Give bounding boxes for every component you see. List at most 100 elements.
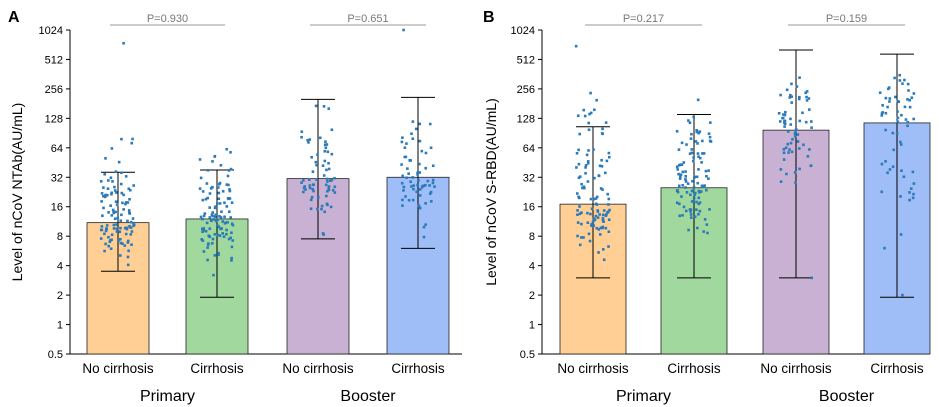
data-point <box>606 192 610 196</box>
data-point <box>685 143 688 146</box>
data-point <box>215 202 219 205</box>
data-point <box>809 120 813 123</box>
data-point <box>808 148 811 151</box>
data-point <box>221 189 225 193</box>
data-point <box>119 226 122 230</box>
data-point <box>103 232 106 236</box>
data-point <box>333 185 337 189</box>
data-point <box>230 259 233 262</box>
data-point <box>304 188 307 191</box>
data-point <box>129 220 133 224</box>
panel-letter: A <box>8 9 20 26</box>
data-point <box>684 209 688 213</box>
data-point <box>788 96 792 99</box>
data-point <box>578 243 582 247</box>
data-point <box>678 214 682 218</box>
data-point <box>686 182 690 185</box>
data-point <box>311 170 315 173</box>
y-tick-label: 32 <box>51 172 63 184</box>
data-point <box>591 220 595 224</box>
data-point <box>226 174 230 178</box>
data-point <box>329 205 333 209</box>
data-point <box>574 44 578 48</box>
data-point <box>122 193 125 197</box>
data-point <box>607 218 611 222</box>
data-point <box>908 105 912 109</box>
data-point <box>779 180 783 183</box>
data-point <box>310 195 314 199</box>
data-point <box>330 152 334 156</box>
data-point <box>112 210 115 214</box>
data-point <box>684 170 687 173</box>
data-point <box>325 194 328 198</box>
data-point <box>214 213 218 217</box>
data-point <box>582 185 586 189</box>
data-point <box>807 108 811 111</box>
data-point <box>783 125 786 128</box>
data-point <box>327 107 331 110</box>
data-point <box>407 172 410 175</box>
data-point <box>782 151 786 155</box>
data-point <box>401 198 404 202</box>
data-point <box>302 190 305 194</box>
data-point <box>114 210 117 214</box>
data-point <box>588 239 592 243</box>
data-point <box>607 245 610 248</box>
data-point <box>206 246 209 249</box>
data-point <box>601 188 604 191</box>
data-point <box>105 227 108 230</box>
data-point <box>688 152 692 155</box>
data-point <box>604 171 607 175</box>
data-point <box>431 178 435 182</box>
y-tick-label: 4 <box>57 261 63 273</box>
data-point <box>784 110 787 114</box>
data-point <box>205 221 209 225</box>
data-point <box>400 181 404 185</box>
data-point <box>111 180 114 183</box>
data-point <box>317 196 320 199</box>
data-point <box>113 189 117 192</box>
data-point <box>575 151 579 155</box>
data-point <box>693 193 696 196</box>
data-point <box>322 174 326 177</box>
data-point <box>223 215 226 219</box>
data-point <box>709 121 712 124</box>
data-point <box>330 128 334 132</box>
data-point <box>118 254 122 257</box>
data-point <box>900 113 903 117</box>
data-point <box>115 227 119 230</box>
data-point <box>103 249 106 253</box>
data-point <box>678 202 681 206</box>
data-point <box>407 198 411 202</box>
data-point <box>316 207 319 211</box>
y-axis-title: Level of nCoV NTAb(AU/mL) <box>9 103 25 282</box>
data-point <box>208 235 212 239</box>
data-point <box>887 87 890 91</box>
data-point <box>412 184 415 187</box>
data-point <box>130 243 133 246</box>
data-point <box>690 151 694 155</box>
data-point <box>201 217 204 221</box>
data-point <box>805 90 809 93</box>
data-point <box>431 181 435 185</box>
data-point <box>218 234 222 237</box>
data-point <box>416 173 419 176</box>
data-point <box>907 89 910 92</box>
data-point <box>119 182 123 186</box>
data-point <box>122 208 125 211</box>
data-point <box>318 136 322 140</box>
data-point <box>230 256 233 260</box>
data-point <box>590 207 594 211</box>
data-point <box>680 163 684 167</box>
data-point <box>794 135 797 138</box>
data-point <box>402 28 405 32</box>
data-point <box>418 122 421 126</box>
data-point <box>314 160 318 164</box>
data-point <box>694 191 697 195</box>
data-point <box>116 216 120 220</box>
data-point <box>790 101 793 104</box>
data-point <box>690 200 694 203</box>
data-point <box>691 159 695 163</box>
data-point <box>884 160 887 163</box>
